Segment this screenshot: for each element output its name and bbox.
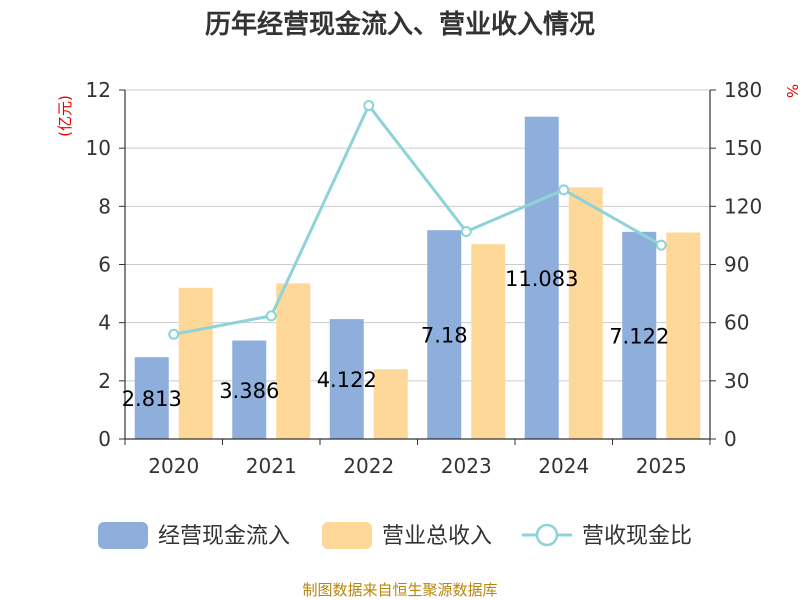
- left-axis-unit: (亿元): [56, 95, 74, 137]
- right-axis-tick-label: 180: [724, 78, 762, 102]
- cash-inflow-bar: [427, 230, 462, 439]
- right-axis-tick-label: 90: [724, 253, 749, 277]
- ratio-point: [558, 184, 570, 196]
- revenue-bar: [276, 283, 311, 439]
- x-axis-tick-label: 2025: [636, 454, 687, 478]
- legend-label-revenue: 营业总收入: [382, 524, 492, 549]
- right-axis-tick-label: 60: [724, 311, 749, 335]
- ratio-point: [363, 100, 375, 112]
- cash-inflow-bar: [232, 340, 267, 439]
- legend-swatch-ratio-marker: [535, 523, 559, 547]
- revenue-bar: [568, 187, 603, 439]
- grid: [125, 89, 710, 382]
- cash-inflow-bar: [622, 231, 657, 439]
- bars: [134, 116, 701, 439]
- right-axis-tick-label: 30: [724, 369, 749, 393]
- cash-inflow-data-label: 7.18: [421, 324, 468, 348]
- ratio-point: [265, 310, 277, 322]
- right-axis-tick-label: 150: [724, 136, 762, 160]
- data-labels: 2.813 3.386 4.122 7.18 11.083 7.122: [122, 267, 670, 411]
- left-axis-tick-label: 4: [98, 311, 111, 335]
- legend-label-ratio: 营收现金比: [582, 524, 692, 549]
- revenue-bar: [178, 287, 213, 439]
- right-axis-tick-label: 120: [724, 194, 762, 218]
- x-axis-tick-label: 2023: [441, 454, 492, 478]
- x-axis-tick-label: 2021: [246, 454, 297, 478]
- revenue-bar: [373, 369, 408, 439]
- revenue-bar: [471, 244, 506, 439]
- right-axis-unit: %: [783, 84, 800, 98]
- legend-swatch-revenue: [322, 522, 372, 549]
- legend-swatch-cash-inflow: [98, 522, 148, 549]
- ratio-point: [168, 328, 180, 340]
- source-note: 制图数据来自恒生聚源数据库: [302, 581, 497, 599]
- cash-inflow-data-label: 7.122: [609, 324, 669, 348]
- cash-inflow-data-label: 3.386: [219, 379, 279, 403]
- revenue-bar: [666, 232, 701, 439]
- left-axis-tick-label: 2: [98, 369, 111, 393]
- cash-inflow-bar: [329, 319, 364, 439]
- axes: 0 0 2 30 4 60 6 90 8 120 10 150 12 180 2020 2021 2022 202…: [86, 78, 763, 478]
- ratio-point: [655, 239, 667, 251]
- x-axis-tick-label: 2020: [148, 454, 199, 478]
- cash-inflow-data-label: 11.083: [505, 267, 578, 291]
- ratio-line: [173, 102, 662, 336]
- x-axis-tick-label: 2024: [538, 454, 589, 478]
- ratio-line-series: [168, 100, 667, 340]
- x-axis-tick-label: 2022: [343, 454, 394, 478]
- cash-inflow-data-label: 4.122: [317, 368, 377, 392]
- left-axis-tick-label: 6: [98, 253, 111, 277]
- legend-label-cash-inflow: 经营现金流入: [158, 524, 290, 549]
- ratio-point: [460, 226, 472, 238]
- left-axis-tick-label: 12: [86, 78, 111, 102]
- cash-inflow-bar: [524, 116, 559, 439]
- cash-inflow-data-label: 2.813: [122, 387, 182, 411]
- right-axis-tick-label: 0: [724, 427, 737, 451]
- left-axis-tick-label: 10: [86, 136, 111, 160]
- cash-inflow-bar: [134, 357, 169, 439]
- left-axis-tick-label: 8: [98, 194, 111, 218]
- chart-title: 历年经营现金流入、营业收入情况: [205, 9, 595, 40]
- left-axis-tick-label: 0: [98, 427, 111, 451]
- legend: 经营现金流入 营业总收入 营收现金比: [98, 522, 692, 549]
